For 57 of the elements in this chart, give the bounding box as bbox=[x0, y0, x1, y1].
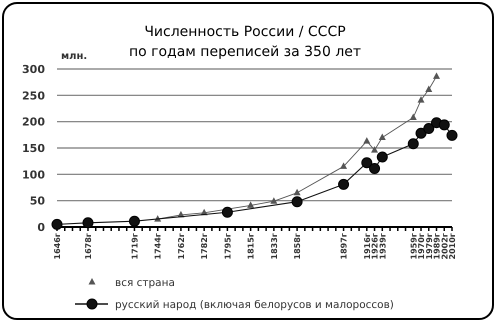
x-tick-label: 1795г bbox=[223, 233, 232, 260]
x-tick-label: 1989г bbox=[432, 233, 442, 260]
x-tick-label: 1815г bbox=[246, 233, 256, 260]
y-tick-label: 0 bbox=[37, 221, 46, 234]
point bbox=[378, 133, 386, 140]
point bbox=[292, 196, 303, 208]
y-axis-title: млн. bbox=[61, 51, 88, 62]
x-tick-label: 1926г bbox=[370, 233, 380, 260]
x-tick-label: 1762г bbox=[176, 233, 186, 260]
point bbox=[222, 206, 233, 218]
x-tick-label: 1939г bbox=[378, 233, 388, 260]
legend-label: русский народ (включая белорусов и малороссов) bbox=[115, 299, 394, 311]
x-tick-label: 1833г bbox=[270, 233, 279, 260]
point bbox=[294, 188, 301, 196]
point bbox=[338, 178, 350, 190]
y-tick-label: 100 bbox=[22, 168, 46, 182]
chart-title: Численность России / СССР bbox=[144, 24, 346, 40]
y-tick-label: 50 bbox=[30, 194, 46, 208]
x-tick-label: 1858г bbox=[293, 233, 302, 260]
point bbox=[433, 72, 440, 79]
point bbox=[376, 151, 388, 162]
x-tick-label: 1678г bbox=[84, 233, 93, 260]
x-tick-label: 1744г bbox=[154, 233, 163, 260]
x-tick-label: 1782г bbox=[200, 233, 210, 260]
point bbox=[363, 137, 370, 144]
y-tick-label: 250 bbox=[22, 89, 46, 102]
point bbox=[423, 123, 434, 134]
point bbox=[82, 217, 94, 228]
y-tick-label: 150 bbox=[22, 142, 46, 155]
point bbox=[418, 96, 425, 103]
point bbox=[361, 157, 372, 168]
point bbox=[425, 86, 432, 92]
point bbox=[340, 162, 348, 169]
x-tick-label: 1719г bbox=[130, 233, 140, 260]
point bbox=[369, 163, 380, 174]
point bbox=[371, 146, 378, 153]
point bbox=[408, 138, 419, 150]
x-tick-label: 1979г bbox=[424, 233, 434, 260]
y-tick-label: 300 bbox=[22, 63, 46, 76]
point bbox=[416, 128, 427, 139]
legend-label: вся страна bbox=[115, 277, 175, 289]
x-tick-label: 1916г bbox=[362, 233, 372, 260]
point bbox=[128, 216, 140, 227]
point bbox=[270, 197, 278, 204]
x-tick-label: 1970г bbox=[417, 233, 426, 260]
x-tick-label: 1897г bbox=[340, 233, 349, 260]
point bbox=[52, 218, 62, 230]
point bbox=[410, 113, 417, 120]
x-tick-label: 2002г bbox=[440, 233, 450, 260]
x-tick-label: 1959г bbox=[409, 233, 418, 260]
x-tick-label: 1646г bbox=[53, 233, 62, 260]
point bbox=[446, 130, 458, 141]
chart-subtitle: по годам переписей за 350 лет bbox=[128, 44, 362, 60]
point bbox=[438, 119, 450, 130]
point bbox=[247, 201, 254, 208]
x-tick-label: 2010г bbox=[448, 233, 457, 260]
y-tick-label: 200 bbox=[22, 116, 46, 129]
